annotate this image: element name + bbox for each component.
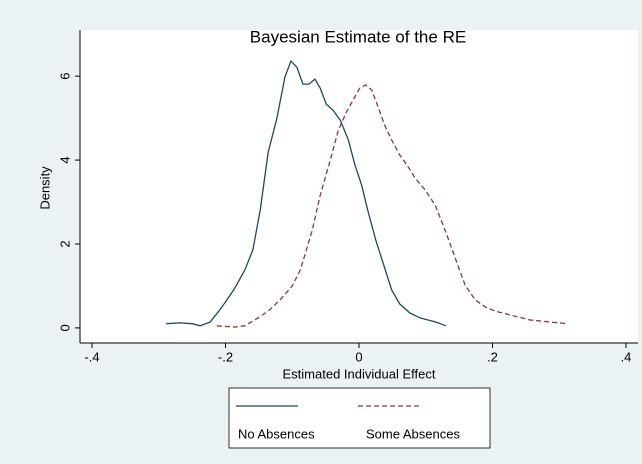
y-tick-label: 4 [57, 156, 72, 163]
x-tick-label: .4 [621, 349, 632, 364]
plot-area [80, 30, 638, 343]
y-tick-label: 2 [57, 240, 72, 247]
x-tick-label: -.4 [84, 349, 99, 364]
y-tick-label: 6 [57, 73, 72, 80]
y-tick-label: 0 [57, 324, 72, 331]
x-axis-label: Estimated Individual Effect [283, 366, 436, 381]
series-line [216, 84, 568, 328]
x-tick-label: 0 [355, 349, 362, 364]
legend-label: No Absences [238, 426, 315, 441]
x-tick-label: .2 [487, 349, 498, 364]
legend-label: Some Absences [366, 426, 460, 441]
chart-title: Bayesian Estimate of the RE [250, 27, 466, 46]
legend [228, 387, 491, 449]
x-tick-label: -.2 [218, 349, 233, 364]
y-axis-label: Density [37, 166, 52, 210]
series-line [166, 59, 446, 327]
